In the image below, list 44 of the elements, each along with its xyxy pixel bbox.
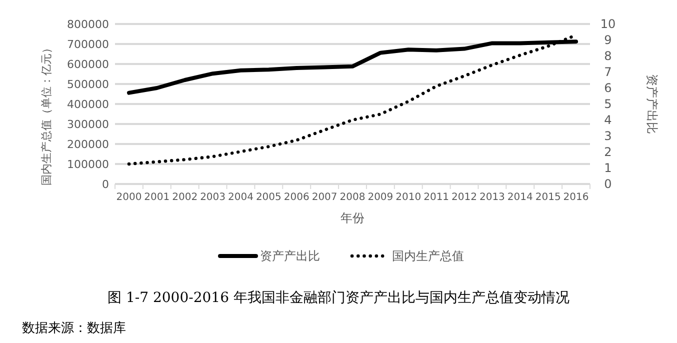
y-tick-label: 500000 <box>67 78 109 91</box>
x-tick-label: 2005 <box>256 192 282 203</box>
x-tick-label: 2016 <box>563 192 589 203</box>
y2-tick-label: 1 <box>604 161 612 176</box>
y2-tick-label: 6 <box>604 81 612 96</box>
y2-tick-label: 5 <box>604 97 612 112</box>
x-tick-label: 2014 <box>507 192 533 203</box>
x-tick-label: 2004 <box>228 192 254 203</box>
source-note: 数据来源：数据库 <box>22 321 126 336</box>
x-tick-label: 2007 <box>312 192 338 203</box>
x-tick-label: 2006 <box>284 192 310 203</box>
legend-label: 国内生产总值 <box>392 249 464 264</box>
y2-tick-label: 4 <box>604 113 612 128</box>
x-tick-label: 2011 <box>424 192 450 203</box>
y2-tick-label: 9 <box>604 33 612 48</box>
x-tick-label: 2002 <box>172 192 198 203</box>
x-tick-label: 2008 <box>340 192 366 203</box>
y-tick-label: 0 <box>102 178 109 191</box>
y-tick-label: 200000 <box>67 138 109 151</box>
y-tick-label: 700000 <box>67 38 109 51</box>
text: 图 1-7 2000-2016 年我国非金融部门资产产出比与国内生产总值变动情况 <box>108 290 570 306</box>
y2-tick-label: 0 <box>604 177 612 192</box>
x-tick-label: 2009 <box>368 192 394 203</box>
y2-tick-label: 2 <box>604 145 612 160</box>
y2-axis-title: 资产产出比 <box>645 74 659 134</box>
x-tick-label: 2000 <box>116 192 142 203</box>
y-axis-title: 国内生产总值（单位：亿元） <box>40 42 53 186</box>
x-tick-label: 2015 <box>535 192 561 203</box>
y-tick-label: 800000 <box>67 18 109 31</box>
x-tick-label: 2012 <box>452 192 477 203</box>
y-tick-label: 100000 <box>67 158 109 171</box>
x-tick-label: 2010 <box>396 192 422 203</box>
y2-tick-label: 8 <box>604 49 612 64</box>
y2-tick-label: 3 <box>604 129 612 144</box>
y2-tick-label: 10 <box>600 17 616 32</box>
y-tick-label: 300000 <box>67 118 109 131</box>
y2-tick-label: 7 <box>604 65 612 80</box>
y-tick-label: 400000 <box>67 98 109 111</box>
x-tick-label: 2013 <box>479 192 505 203</box>
x-tick-label: 2003 <box>200 192 226 203</box>
x-axis-title: 年份 <box>340 211 364 225</box>
legend-label: 资产产出比 <box>260 249 320 264</box>
x-tick-label: 2001 <box>144 192 170 203</box>
y-tick-label: 600000 <box>67 58 109 71</box>
